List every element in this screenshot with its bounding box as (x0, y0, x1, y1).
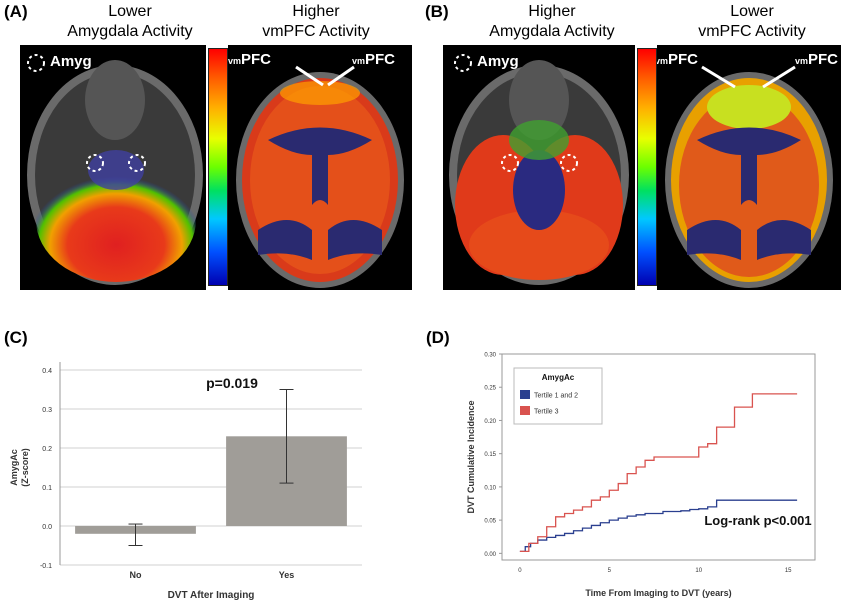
panel-a-right-title: Higher vmPFC Activity (226, 2, 406, 42)
panel-d-ytick-label: 0.30 (484, 353, 496, 359)
panel-a-vmpfc-right-text: PFC (365, 51, 396, 68)
panel-d-xtick-label: 10 (695, 568, 702, 574)
panel-b-amygdala-brain-image (449, 54, 629, 285)
panel-d-plot-frame (501, 353, 816, 561)
panel-c-ytick-label: 0.1 (42, 485, 52, 492)
panel-d-legend-swatch-1 (520, 390, 530, 399)
panel-d-ytick-label: 0.00 (484, 552, 496, 558)
panel-a-amygdala-brain-image (27, 54, 203, 285)
panel-b-letter: (B) (425, 2, 449, 21)
panel-d-incidence-chart: 0.00 0.05 0.10 0.15 0.20 0.25 0.30 0 5 10 15 Time F… (466, 353, 816, 598)
panel-b-right-title-line1: Lower (730, 3, 774, 20)
panel-d-ytick-label: 0.10 (484, 485, 496, 491)
panel-a-vmpfc-brain-image (236, 65, 404, 288)
panel-b-left-title-line2: Amygdala Activity (489, 23, 615, 40)
panel-c-letter: (C) (4, 328, 28, 347)
panel-b-left-title: Higher Amygdala Activity (462, 2, 642, 42)
panel-b-amyg-label: Amyg (477, 53, 519, 70)
panel-a-vmpfc-right-label: vmPFC (352, 51, 395, 68)
panel-c-xtick-label: Yes (279, 570, 295, 580)
panel-d-ytick-label: 0.15 (484, 452, 496, 458)
panel-a-vmpfc-left-text: PFC (241, 51, 272, 68)
panel-a-amyg-label: Amyg (50, 53, 92, 70)
panel-a-colorbar (208, 48, 228, 286)
panel-a-left-title-line1: Lower (108, 3, 152, 20)
panel-b-vmpfc-left-text: PFC (668, 51, 699, 68)
panel-b-vmpfc-scan: vmPFC vmPFC (657, 45, 841, 290)
panel-b-vmpfc-right-text: PFC (808, 51, 839, 68)
panel-b-vmpfc-left-prefix: vm (657, 56, 669, 66)
panel-b-vmpfc-right-prefix: vm (795, 56, 809, 66)
panel-d-logrank-annotation: Log-rank p<0.001 (704, 513, 811, 528)
panel-a-vmpfc-right-prefix: vm (352, 56, 366, 66)
panel-d-legend-swatch-2 (520, 406, 530, 415)
panel-b-vmpfc-brain-image (665, 65, 833, 288)
panel-a-amygdala-scan: Amyg (20, 45, 206, 290)
panel-a-vmpfc-left-label: vmPFC (228, 51, 271, 68)
panel-d-ytick-label: 0.20 (484, 419, 496, 425)
panel-c-ytick-label: 0.0 (42, 524, 52, 531)
panel-c-ylabel-line1: AmygAc (9, 449, 19, 486)
panel-d-xtick-label: 0 (518, 568, 522, 574)
panel-b-amygdala-scan: Amyg (443, 45, 635, 290)
panel-c-xlabel: DVT After Imaging (168, 590, 255, 601)
panel-d-legend-label-1: Tertile 1 and 2 (534, 393, 578, 400)
panel-c-ytick-label: -0.1 (40, 563, 52, 570)
panel-c-ytick-label: 0.2 (42, 446, 52, 453)
panel-c-ylabel: AmygAc(Z-score) (9, 448, 30, 487)
panel-a-left-title: Lower Amygdala Activity (40, 2, 220, 42)
panel-d-xtick-label: 15 (785, 568, 792, 574)
panel-d-ylabel: DVT Cumulative Incidence (466, 400, 476, 513)
panel-c-xtick-label: No (130, 570, 142, 580)
panel-d-xtick-label: 5 (608, 568, 612, 574)
panel-b-right-title-line2: vmPFC Activity (698, 23, 806, 40)
panel-d-ytick-label: 0.25 (484, 386, 496, 392)
panel-d-legend-title: AmygAc (542, 373, 575, 382)
panel-a-right-title-line1: Higher (292, 3, 340, 20)
panel-b-vmpfc-right-label: vmPFC (795, 51, 838, 68)
panel-d-legend: AmygAc Tertile 1 and 2 Tertile 3 (513, 367, 603, 425)
panel-d-xlabel: Time From Imaging to DVT (years) (585, 588, 731, 598)
panel-c-ytick-label: 0.4 (42, 368, 52, 375)
panel-b-right-title: Lower vmPFC Activity (662, 2, 842, 42)
panel-a-vmpfc-scan: vmPFC vmPFC (228, 45, 412, 290)
panel-b-colorbar (637, 48, 657, 286)
panel-a-left-title-line2: Amygdala Activity (67, 23, 193, 40)
panel-c-bar-chart: -0.1 0.0 0.1 0.2 0.3 0.4 No Yes DVT After Imagin… (9, 362, 362, 601)
panel-d-series-line-1 (519, 499, 798, 553)
panel-c-p-value: p=0.019 (206, 375, 258, 391)
panel-d-legend-label-2: Tertile 3 (534, 409, 559, 416)
panel-b-vmpfc-left-label: vmPFC (657, 51, 698, 68)
panel-c-ytick-label: 0.3 (42, 407, 52, 414)
panel-c-ylabel-line2: (Z-score) (20, 448, 30, 487)
panel-d-series-line-2 (519, 393, 798, 553)
panel-d-letter: (D) (426, 328, 450, 347)
panel-b-left-title-line1: Higher (528, 3, 576, 20)
panel-d-ytick-label: 0.05 (484, 519, 496, 525)
panel-a-vmpfc-left-prefix: vm (228, 56, 242, 66)
panel-a-right-title-line2: vmPFC Activity (262, 23, 370, 40)
panel-a-letter: (A) (4, 2, 28, 21)
